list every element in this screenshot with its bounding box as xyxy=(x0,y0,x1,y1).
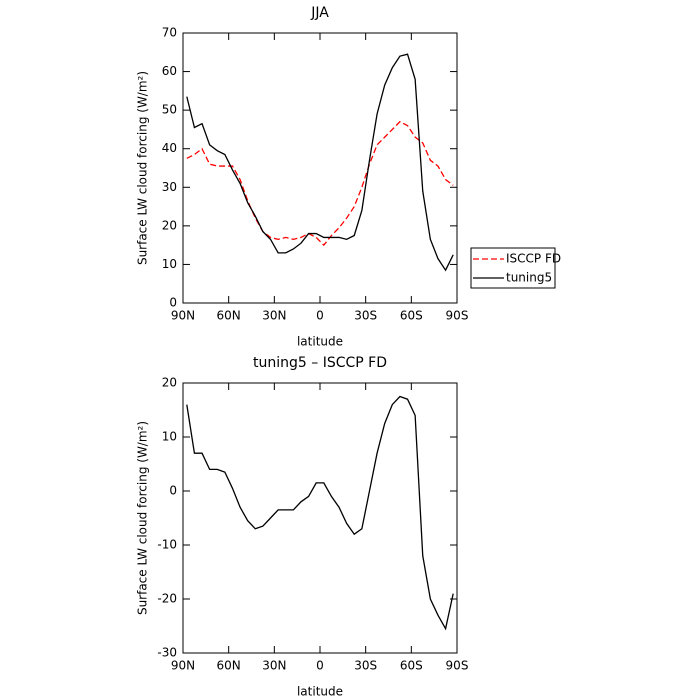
y-axis-label: Surface LW cloud forcing (W/m²) xyxy=(136,71,150,265)
x-axis-label: latitude xyxy=(297,335,343,349)
x-tick-label: 0 xyxy=(316,309,324,323)
x-tick-label: 90N xyxy=(171,659,195,673)
y-tick-label: 0 xyxy=(169,484,177,498)
x-tick-label: 30N xyxy=(262,659,286,673)
legend-label: ISCCP FD xyxy=(506,252,561,266)
y-tick-label: 10 xyxy=(162,257,177,271)
x-tick-label: 90S xyxy=(446,659,469,673)
y-tick-label: 40 xyxy=(162,141,177,155)
y-tick-label: -10 xyxy=(157,538,177,552)
y-tick-label: 10 xyxy=(162,430,177,444)
y-tick-label: -20 xyxy=(157,592,177,606)
chart-title: tuning5 – ISCCP FD xyxy=(253,355,387,371)
x-tick-label: 60S xyxy=(400,659,423,673)
x-tick-label: 30N xyxy=(262,309,286,323)
x-tick-label: 60N xyxy=(217,659,241,673)
x-tick-label: 90N xyxy=(171,309,195,323)
y-tick-label: 50 xyxy=(162,103,177,117)
chart-title: JJA xyxy=(310,5,329,21)
x-tick-label: 60N xyxy=(217,309,241,323)
legend-label: tuning5 xyxy=(506,271,552,285)
data-line xyxy=(186,53,454,272)
x-tick-label: 30S xyxy=(354,309,377,323)
y-tick-label: 0 xyxy=(169,296,177,310)
plot-frame xyxy=(182,382,458,654)
x-tick-label: 30S xyxy=(354,659,377,673)
y-tick-label: 20 xyxy=(162,376,177,390)
data-line xyxy=(186,120,454,247)
x-tick-label: 60S xyxy=(400,309,423,323)
x-tick-label: 0 xyxy=(316,659,324,673)
x-tick-label: 90S xyxy=(446,309,469,323)
y-tick-label: 70 xyxy=(162,26,177,40)
y-tick-label: 20 xyxy=(162,218,177,232)
legend-box xyxy=(470,247,556,289)
x-axis-label: latitude xyxy=(297,685,343,699)
y-tick-label: 30 xyxy=(162,180,177,194)
data-line xyxy=(186,395,454,631)
y-axis-label: Surface LW cloud forcing (W/m²) xyxy=(136,421,150,615)
plot-frame xyxy=(182,32,458,304)
y-tick-label: -30 xyxy=(157,646,177,660)
y-tick-label: 60 xyxy=(162,64,177,78)
